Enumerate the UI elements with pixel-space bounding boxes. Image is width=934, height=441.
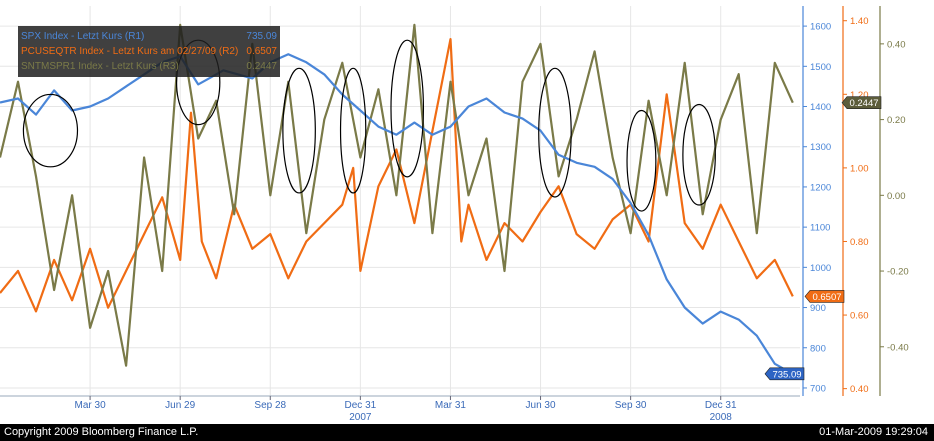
y-tick-label-r2: 1.40 bbox=[850, 16, 869, 27]
legend-entry-value: 0.2447 bbox=[246, 61, 277, 72]
last-value-badge-r3 bbox=[841, 96, 882, 109]
legend-entry-value: 0.6507 bbox=[246, 46, 277, 57]
annotation-ellipse-5 bbox=[390, 39, 425, 178]
x-tick-label: Mar 30 bbox=[75, 400, 107, 411]
legend-entry-label: SPX Index - Letzt Kurs (R1) bbox=[21, 31, 144, 42]
footer-bar: Copyright 2009 Bloomberg Finance L.P. 01… bbox=[0, 424, 934, 441]
last-value-text-r1: 735.09 bbox=[772, 369, 801, 380]
legend: SPX Index - Letzt Kurs (R1) 735.09 PCUSEQT… bbox=[18, 26, 280, 77]
timestamp-text: 01-Mar-2009 19:29:04 bbox=[819, 426, 928, 438]
series-line-sntmspr1-index bbox=[0, 23, 794, 367]
legend-entry-label: PCUSEQTR Index - Letzt Kurs am 02/27/09 … bbox=[21, 46, 238, 57]
y-tick-label-r3: -0.40 bbox=[887, 342, 909, 353]
x-tick-label: Jun 29 bbox=[165, 400, 195, 411]
x-tick-label: Jun 30 bbox=[526, 400, 556, 411]
y-tick-label-r3: 0.00 bbox=[887, 191, 906, 202]
x-tick-label: Dec 31 bbox=[705, 400, 737, 411]
legend-entry-label: SNTMSPR1 Index - Letzt Kurs (R3) bbox=[21, 61, 179, 72]
x-year-label: 2007 bbox=[349, 412, 372, 423]
series-layer bbox=[0, 23, 794, 375]
y-tick-label-r3: 0.40 bbox=[887, 39, 906, 50]
y-tick-label-r1: 1100 bbox=[810, 223, 830, 234]
legend-entry-value: 735.09 bbox=[246, 31, 277, 42]
chart-svg: SPX Index - Letzt Kurs (R1) 735.09 PCUSEQT… bbox=[0, 6, 909, 423]
annotation-ellipse-3 bbox=[282, 67, 316, 194]
last-value-text-r3: 0.2447 bbox=[849, 98, 878, 109]
legend-box bbox=[18, 26, 280, 77]
x-tick-label: Sep 30 bbox=[615, 400, 647, 411]
x-tick-label: Dec 31 bbox=[345, 400, 377, 411]
x-tick-label: Mar 31 bbox=[435, 400, 467, 411]
y-tick-label-r1: 800 bbox=[810, 343, 826, 354]
y-tick-label-r1: 1400 bbox=[810, 102, 831, 113]
series-line-spx-index bbox=[0, 53, 794, 375]
last-value-badge-r1 bbox=[764, 367, 805, 381]
y-tick-label-r3: 0.20 bbox=[887, 115, 906, 126]
y-tick-label-r1: 700 bbox=[810, 383, 826, 394]
y-tick-label-r1: 1500 bbox=[810, 62, 831, 73]
annotation-ellipse-7 bbox=[626, 109, 657, 212]
annotation-ellipse-1 bbox=[22, 93, 79, 168]
x-year-label: 2008 bbox=[710, 412, 733, 423]
y-tick-label-r1: 1300 bbox=[810, 142, 831, 153]
y-tick-label-r2: 0.60 bbox=[850, 311, 869, 322]
annotation-ellipse-4 bbox=[339, 67, 367, 194]
last-value-badge-r2 bbox=[804, 290, 845, 303]
copyright-text: Copyright 2009 Bloomberg Finance L.P. bbox=[4, 426, 199, 438]
y-tick-label-r2: 0.40 bbox=[850, 384, 869, 395]
y-tick-label-r3: -0.20 bbox=[887, 267, 909, 278]
y-tick-label-r1: 1200 bbox=[810, 182, 831, 193]
y-tick-label-r1: 900 bbox=[810, 303, 826, 314]
annotation-ellipse-8 bbox=[682, 103, 716, 206]
y-tick-label-r1: 1600 bbox=[810, 22, 831, 33]
y-tick-label-r2: 1.20 bbox=[850, 90, 869, 101]
series-line-pcuseqtr-index bbox=[0, 37, 794, 313]
y-tick-label-r2: 0.80 bbox=[850, 237, 869, 248]
y-tick-label-r1: 1000 bbox=[810, 263, 831, 274]
x-tick-label: Sep 28 bbox=[254, 400, 286, 411]
axes-layer: Mar 30 Jun 29 Sep 28 Dec 31 Mar 31 Jun 30 Sep … bbox=[0, 6, 909, 423]
y-tick-label-r2: 1.00 bbox=[850, 163, 869, 174]
last-value-text-r2: 0.6507 bbox=[812, 292, 841, 303]
annotation-ellipse-6 bbox=[538, 67, 572, 198]
